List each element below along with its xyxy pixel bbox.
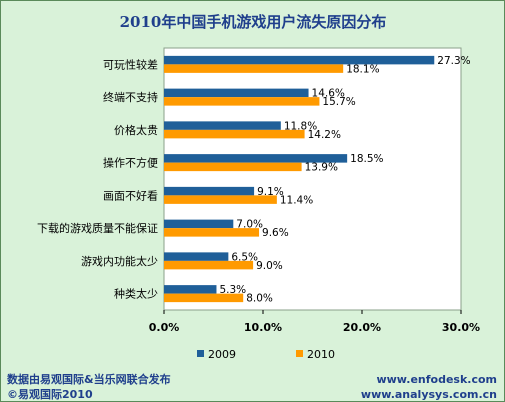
bar-2010 [164, 162, 302, 172]
chart-title: 2010年中国手机游戏用户流失原因分布 [120, 13, 387, 31]
bar-2009 [164, 285, 217, 294]
bar-2010 [164, 260, 254, 270]
legend-label-2010: 2010 [307, 348, 335, 361]
bar-2010 [164, 97, 320, 106]
data-label-2010: 11.4% [280, 194, 313, 206]
data-label-2010: 9.0% [256, 260, 283, 272]
legend-label-2009: 2009 [208, 348, 236, 361]
category-label: 种类太少 [114, 287, 158, 301]
bar-2009 [164, 252, 229, 261]
x-tick-label: 10.0% [244, 321, 282, 334]
category-labels: 可玩性较差终端不支持价格太贵操作不方便画面不好看下载的游戏质量不能保证游戏内功能… [37, 57, 158, 300]
data-label-2009: 7.0% [236, 219, 263, 231]
category-label: 可玩性较差 [103, 57, 158, 71]
data-label-2010: 8.0% [246, 293, 273, 305]
category-label: 终端不支持 [103, 90, 158, 104]
data-label-2009: 5.3% [219, 284, 246, 296]
bar-2010 [164, 195, 277, 204]
bar-2009 [164, 121, 281, 130]
bar-2009 [164, 55, 435, 65]
copyright-note: ©易观国际2010 [7, 387, 93, 401]
data-label-2009: 6.5% [231, 251, 258, 263]
category-label: 下载的游戏质量不能保证 [37, 221, 158, 235]
x-tick-label: 20.0% [343, 321, 381, 334]
x-tick-label: 0.0% [149, 321, 180, 334]
data-label-2009: 9.1% [257, 186, 284, 198]
bar-2010 [164, 228, 260, 237]
data-label-2010: 13.9% [305, 162, 338, 174]
bar-2009 [164, 186, 255, 196]
bar-2009 [164, 219, 234, 229]
data-label-2010: 18.1% [346, 63, 379, 75]
bar-2010 [164, 293, 244, 303]
bar-2009 [164, 154, 348, 163]
category-label: 价格太贵 [114, 123, 158, 137]
data-label-2009: 18.5% [350, 153, 383, 165]
bars-group [164, 55, 435, 303]
category-label: 游戏内功能太少 [81, 254, 158, 268]
legend-swatch-2010 [296, 350, 303, 357]
url-analysys: www.analysys.com.cn [361, 388, 497, 401]
legend-swatch-2009 [197, 350, 204, 357]
category-label: 画面不好看 [103, 188, 158, 202]
data-label-2010: 9.6% [262, 227, 289, 239]
url-enfodesk: www.enfodesk.com [376, 373, 497, 386]
data-label-2009: 11.8% [284, 120, 317, 132]
bar-2009 [164, 88, 309, 98]
bar-2010 [164, 129, 305, 139]
data-label-2009: 27.3% [437, 55, 470, 67]
x-axis-ticks: 0.0% 10.0% 20.0% 30.0% [149, 310, 480, 334]
bar-2010 [164, 64, 344, 73]
category-label: 操作不方便 [103, 156, 158, 170]
data-labels: 27.3% 18.1% 14.6%15.7% 11.8%14.2% 18.5% 13.9%… [219, 55, 470, 305]
x-tick-label: 30.0% [442, 321, 480, 334]
data-label-2010: 15.7% [322, 96, 355, 108]
legend: 2009 2010 [197, 348, 335, 361]
data-label-2010: 14.2% [308, 129, 341, 141]
data-label-2009: 14.6% [312, 88, 345, 100]
source-note: 数据由易观国际&当乐网联合发布 [7, 372, 171, 386]
